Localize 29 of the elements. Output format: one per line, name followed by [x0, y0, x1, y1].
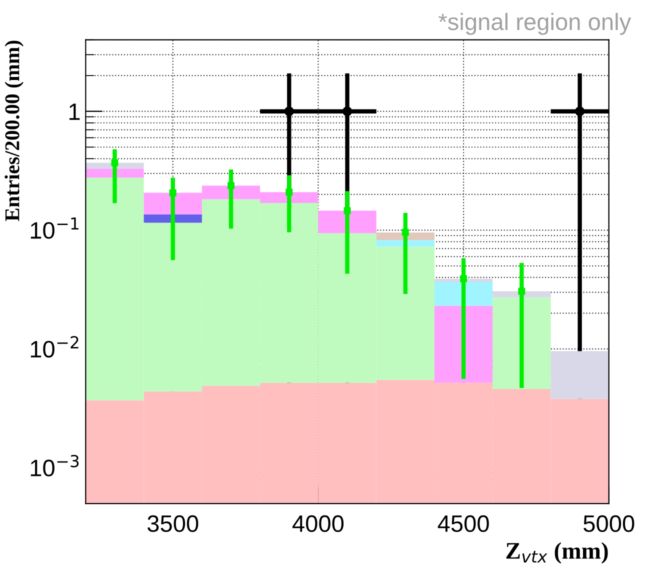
- bar: [434, 282, 493, 306]
- x-tick-label: 5000: [584, 515, 634, 532]
- point: [574, 106, 585, 116]
- x-tick-label: 4000: [292, 515, 344, 532]
- bar: [86, 162, 144, 169]
- point: [518, 288, 526, 295]
- bar: [376, 240, 434, 247]
- point: [111, 159, 118, 166]
- point: [286, 188, 293, 196]
- x-tick-label: 4500: [438, 515, 489, 532]
- point: [342, 106, 352, 116]
- point: [402, 228, 409, 236]
- point: [344, 207, 351, 214]
- bar: [86, 168, 144, 178]
- bar: [144, 214, 202, 223]
- point: [169, 189, 176, 196]
- point: [228, 182, 234, 190]
- bar: [318, 210, 376, 234]
- x-axis-title: Z$_{vtx}$ (mm): [506, 542, 608, 564]
- point: [284, 106, 294, 116]
- y-tick-label: 10$^{−2}$: [30, 336, 78, 358]
- y-axis-title: Entries/200.00 (mm): [4, 40, 24, 222]
- bar: [376, 232, 434, 240]
- point: [460, 275, 468, 282]
- x-tick-label: 3500: [148, 515, 198, 532]
- y-tick-label: 10$^{−1}$: [30, 217, 78, 239]
- text: *signal region only: [438, 12, 632, 35]
- y-tick-label: 10$^{−3}$: [30, 454, 79, 476]
- y-tick-label: 1: [69, 104, 80, 120]
